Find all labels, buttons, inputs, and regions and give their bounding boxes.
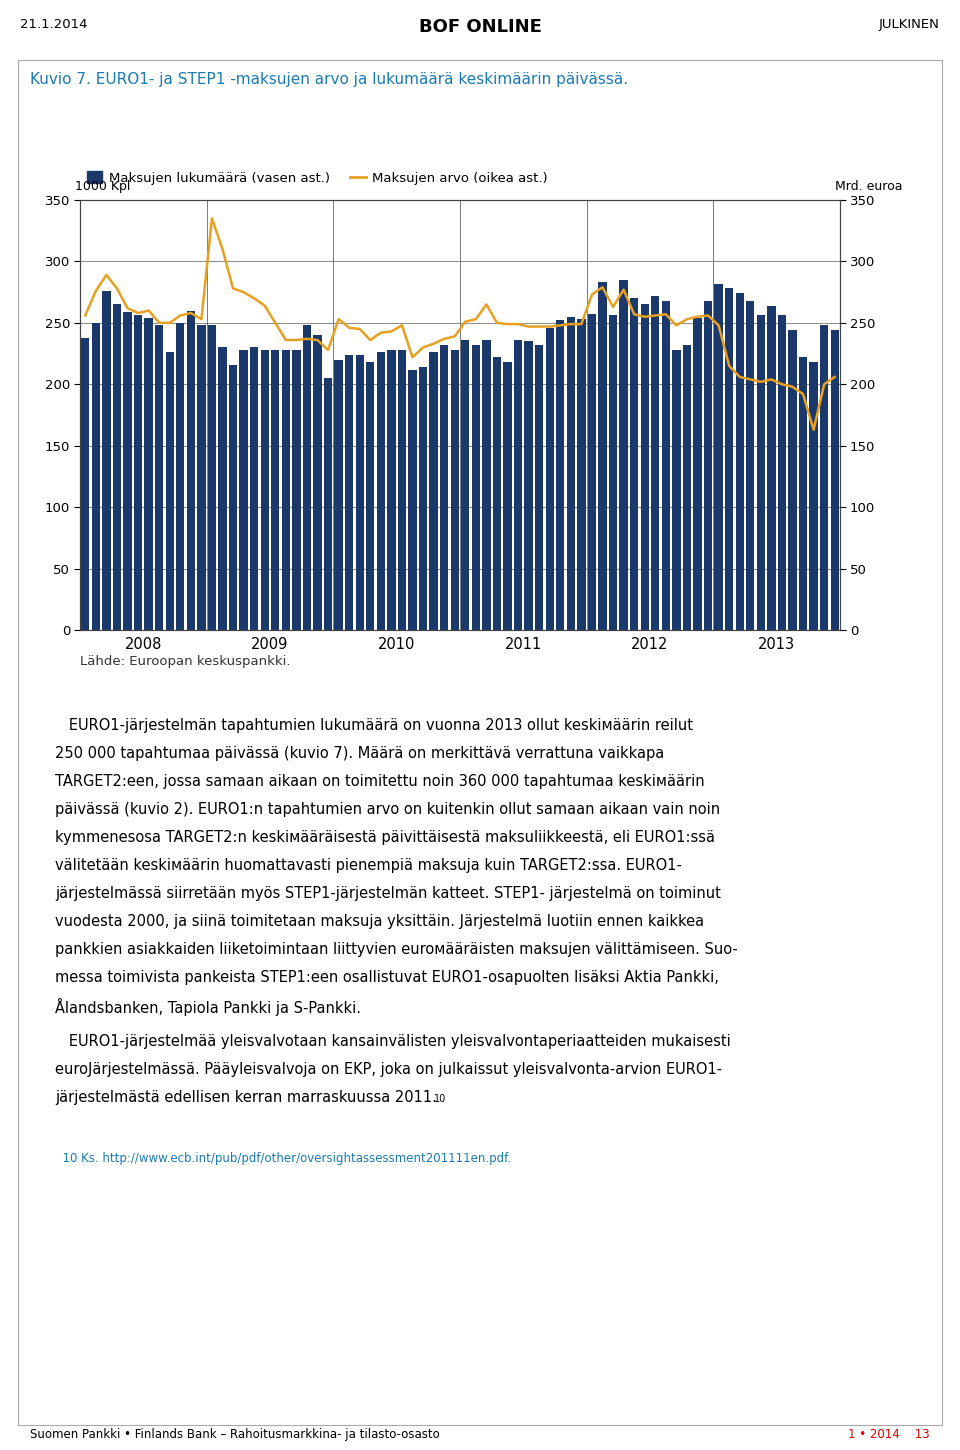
Text: 21.1.2014: 21.1.2014 [20, 17, 87, 30]
Text: järjestelmästä edellisen kerran marraskuussa 2011.: järjestelmästä edellisen kerran marrasku… [55, 1090, 437, 1105]
Bar [260, 349, 269, 629]
Bar [334, 360, 343, 629]
Bar [545, 328, 554, 629]
Text: Suomen Pankki • Finlands Bank – Rahoitusmarkkina- ja tilasto-osasto: Suomen Pankki • Finlands Bank – Rahoitus… [30, 1428, 440, 1441]
Text: Lähde: Euroopan keskuspankki.: Lähde: Euroopan keskuspankki. [80, 655, 291, 668]
Bar [113, 304, 121, 629]
Bar [524, 341, 533, 629]
Text: BOF ONLINE: BOF ONLINE [419, 17, 541, 36]
Text: JULKINEN: JULKINEN [879, 17, 940, 30]
Bar [514, 341, 522, 629]
Text: 10 Ks. http://www.ecb.int/pub/pdf/other/oversightassessment201111en.pdf.: 10 Ks. http://www.ecb.int/pub/pdf/other/… [55, 1151, 511, 1164]
Bar [166, 352, 174, 629]
Text: vuodesta 2000, ja siinä toimitetaan maksuja yksittäin. Järjestelmä luotiin ennen: vuodesta 2000, ja siinä toimitetaan maks… [55, 914, 704, 929]
Bar [651, 296, 660, 629]
Bar [228, 364, 237, 629]
Bar [830, 331, 839, 629]
Bar [535, 345, 543, 629]
Bar [408, 370, 417, 629]
Bar [725, 289, 733, 629]
Bar [197, 325, 205, 629]
Bar [302, 325, 311, 629]
Bar [640, 304, 649, 629]
Bar [588, 315, 596, 629]
Bar [324, 378, 332, 629]
Text: 1 • 2014    13: 1 • 2014 13 [849, 1428, 930, 1441]
Bar [778, 316, 786, 629]
Text: päivässä (kuvio 2). EURO1:n tapahtumien arvo on kuitenkin ollut samaan aikaan va: päivässä (kuvio 2). EURO1:n tapahtumien … [55, 802, 720, 816]
Bar [387, 349, 396, 629]
Bar [461, 341, 469, 629]
Bar [756, 316, 765, 629]
Bar [492, 357, 501, 629]
Bar [503, 362, 512, 629]
Bar [714, 284, 723, 629]
Text: EURO1-järjestelmän tapahtumien lukumäärä on vuonna 2013 ollut keskiмäärin reilut: EURO1-järjestelmän tapahtumien lukumäärä… [55, 718, 693, 734]
Bar [630, 299, 638, 629]
Text: kymmenesosa TARGET2:n keskiмääräisestä päivittäisestä maksuliikkeestä, eli EURO1: kymmenesosa TARGET2:n keskiмääräisestä p… [55, 829, 715, 845]
Bar [82, 338, 89, 629]
Bar [693, 318, 702, 629]
Text: pankkien asiakkaiden liiketoimintaan liittyvien euroмääräisten maksujen välittäm: pankkien asiakkaiden liiketoimintaan lii… [55, 942, 737, 957]
Bar [809, 362, 818, 629]
Bar [419, 367, 427, 629]
Bar [619, 280, 628, 629]
Bar [313, 335, 322, 629]
Text: EURO1-järjestelmää yleisvalvotaan kansainvälisten yleisvalvontaperiaatteiden muk: EURO1-järjestelmää yleisvalvotaan kansai… [55, 1034, 731, 1048]
Bar [440, 345, 448, 629]
Bar [124, 312, 132, 629]
Bar [92, 323, 100, 629]
Bar [566, 316, 575, 629]
Text: 1000 Kpl: 1000 Kpl [75, 180, 131, 193]
Bar [429, 352, 438, 629]
Bar [292, 349, 300, 629]
Bar [145, 318, 153, 629]
Bar [134, 316, 142, 629]
Bar [355, 355, 364, 629]
Text: euroJärjestelmässä. Pääyleisvalvoja on EKP, joka on julkaissut yleisvalvonta-arv: euroJärjestelmässä. Pääyleisvalvoja on E… [55, 1061, 722, 1077]
Text: järjestelmässä siirretään myös STEP1-järjestelmän katteet. STEP1- järjestelmä on: järjestelmässä siirretään myös STEP1-jär… [55, 886, 721, 900]
Bar [767, 306, 776, 629]
Bar [239, 349, 248, 629]
Bar [735, 293, 744, 629]
Bar [556, 320, 564, 629]
Bar [103, 291, 110, 629]
Bar [186, 310, 195, 629]
Text: Kuvio 7. EURO1- ja STEP1 -maksujen arvo ja lukumäärä keskimäärin päivässä.: Kuvio 7. EURO1- ja STEP1 -maksujen arvo … [30, 72, 628, 87]
Bar [345, 355, 353, 629]
Bar [450, 349, 459, 629]
Bar [577, 319, 586, 629]
Text: 10: 10 [434, 1095, 446, 1105]
Text: 250 000 tapahtumaa päivässä (kuvio 7). Määrä on merkittävä verrattuna vaikkapa: 250 000 tapahtumaa päivässä (kuvio 7). M… [55, 745, 664, 761]
Bar [799, 357, 807, 629]
Bar [788, 331, 797, 629]
Bar [207, 325, 216, 629]
Legend: Maksujen lukumäärä (vasen ast.), Maksujen arvo (oikea ast.): Maksujen lukumäärä (vasen ast.), Maksuje… [86, 171, 548, 184]
Bar [156, 325, 163, 629]
Text: TARGET2:een, jossa samaan aikaan on toimitettu noin 360 000 tapahtumaa keskiмäär: TARGET2:een, jossa samaan aikaan on toim… [55, 774, 705, 789]
Bar [397, 349, 406, 629]
Bar [661, 300, 670, 629]
Text: messa toimivista pankeista STEP1:een osallistuvat EURO1-osapuolten lisäksi Aktia: messa toimivista pankeista STEP1:een osa… [55, 970, 719, 985]
Bar [683, 345, 691, 629]
Bar [672, 349, 681, 629]
Text: Ålandsbanken, Tapiola Pankki ja S-Pankki.: Ålandsbanken, Tapiola Pankki ja S-Pankki… [55, 998, 361, 1016]
Bar [482, 341, 491, 629]
Bar [250, 348, 258, 629]
Bar [366, 362, 374, 629]
Text: Mrd. euroa: Mrd. euroa [835, 180, 902, 193]
Bar [177, 323, 184, 629]
Bar [820, 325, 828, 629]
Bar [598, 283, 607, 629]
Bar [281, 349, 290, 629]
Bar [704, 300, 712, 629]
Bar [609, 316, 617, 629]
Bar [376, 352, 385, 629]
Bar [218, 348, 227, 629]
Text: välitetään keskiмäärin huomattavasti pienempiä maksuja kuin TARGET2:ssa. EURO1-: välitetään keskiмäärin huomattavasti pie… [55, 858, 682, 873]
Bar [746, 300, 755, 629]
Bar [271, 349, 279, 629]
Bar [471, 345, 480, 629]
